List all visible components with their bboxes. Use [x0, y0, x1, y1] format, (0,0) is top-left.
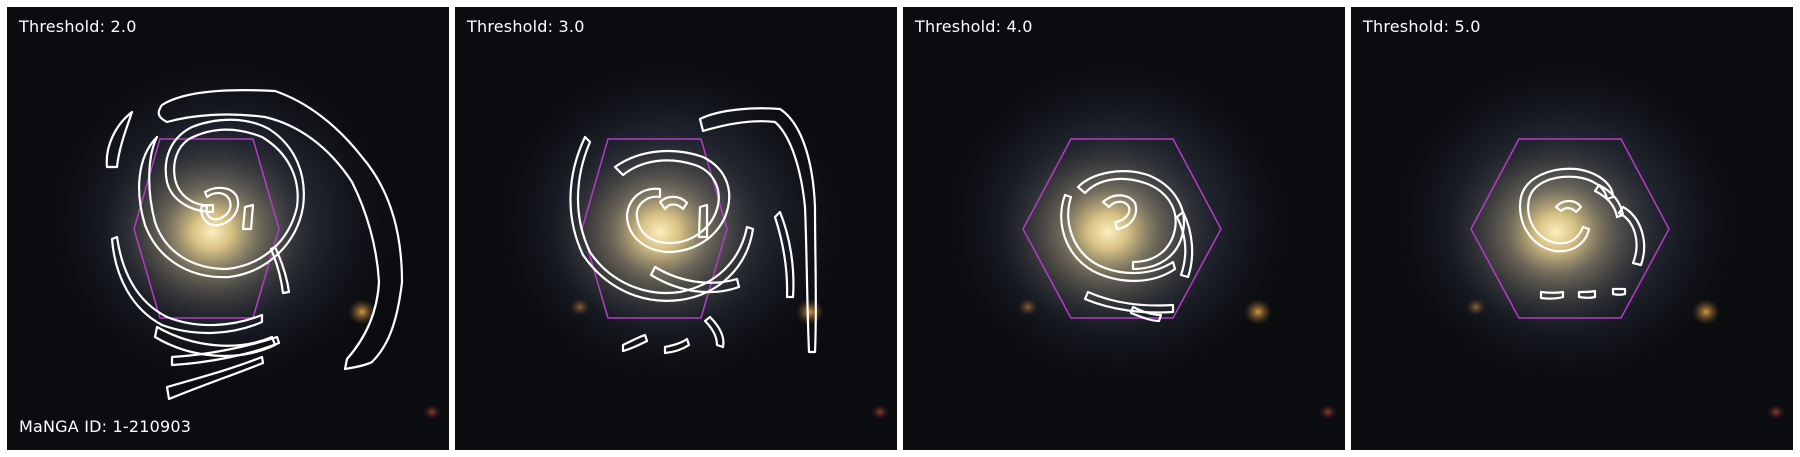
- contour-spiral-6: [165, 355, 265, 401]
- threshold-label: Threshold: 2.0: [19, 17, 137, 36]
- contour-spiral-3: [105, 110, 134, 169]
- contour-spiral-5: [1083, 290, 1175, 314]
- panel-threshold-3: Threshold: 3.0: [455, 7, 897, 450]
- contour-spiral-1: [1518, 167, 1615, 253]
- contour-spiral-4: [697, 203, 709, 239]
- contour-spiral-6: [1129, 305, 1163, 323]
- contour-spiral-5: [1577, 289, 1597, 299]
- contour-spiral-4: [1539, 290, 1565, 300]
- contour-spiral-5: [773, 210, 795, 299]
- contour-spiral-3: [658, 195, 689, 211]
- contour-spiral-2: [110, 235, 264, 335]
- contour-spiral-2: [613, 149, 731, 254]
- contour-spiral-9: [621, 333, 649, 353]
- galaxy-image: [455, 7, 897, 450]
- contour-spiral-1: [569, 135, 755, 302]
- contour-spiral-5: [170, 335, 281, 367]
- contour-spiral-4: [1175, 210, 1194, 279]
- contour-spiral-1: [138, 118, 305, 279]
- contour-inner-2: [241, 203, 255, 231]
- threshold-label: Threshold: 4.0: [915, 17, 1033, 36]
- panel-threshold-2: Threshold: 2.0 MaNGA ID: 1-210903: [7, 7, 449, 450]
- contour-spiral-3: [1617, 205, 1646, 267]
- ifu-hexagon: [1470, 138, 1670, 319]
- contour-overlay: [1022, 138, 1222, 323]
- galaxy-image: [1351, 7, 1793, 450]
- threshold-label: Threshold: 5.0: [1363, 17, 1481, 36]
- contour-overlay: [569, 107, 817, 355]
- manga-id-label: MaNGA ID: 1-210903: [19, 417, 192, 436]
- panel-threshold-5: Threshold: 5.0: [1351, 7, 1793, 450]
- contour-spiral-8: [663, 337, 691, 355]
- contour-spiral-3: [1101, 194, 1138, 231]
- contour-inner-1: [200, 186, 240, 227]
- galaxy-image: [7, 7, 449, 450]
- threshold-label: Threshold: 3.0: [467, 17, 585, 36]
- contour-spiral-6: [1611, 287, 1627, 296]
- contour-spiral-2: [1060, 193, 1177, 282]
- contour-overlay: [1470, 138, 1670, 319]
- contour-inner-3: [269, 245, 291, 295]
- contour-overlay: [105, 88, 404, 401]
- ifu-hexagon: [581, 138, 728, 319]
- contour-spiral-7: [703, 315, 725, 349]
- contour-outer-arm: [157, 88, 404, 371]
- ifu-hexagon: [1022, 138, 1222, 319]
- ifu-hexagon: [133, 138, 280, 319]
- contour-spiral-6: [649, 265, 741, 294]
- contour-spiral-1: [1076, 170, 1186, 271]
- contour-outer-arm: [698, 107, 817, 354]
- contour-spiral-2: [1554, 199, 1583, 214]
- contour-spiral-7: [1593, 183, 1625, 219]
- panel-threshold-4: Threshold: 4.0: [903, 7, 1345, 450]
